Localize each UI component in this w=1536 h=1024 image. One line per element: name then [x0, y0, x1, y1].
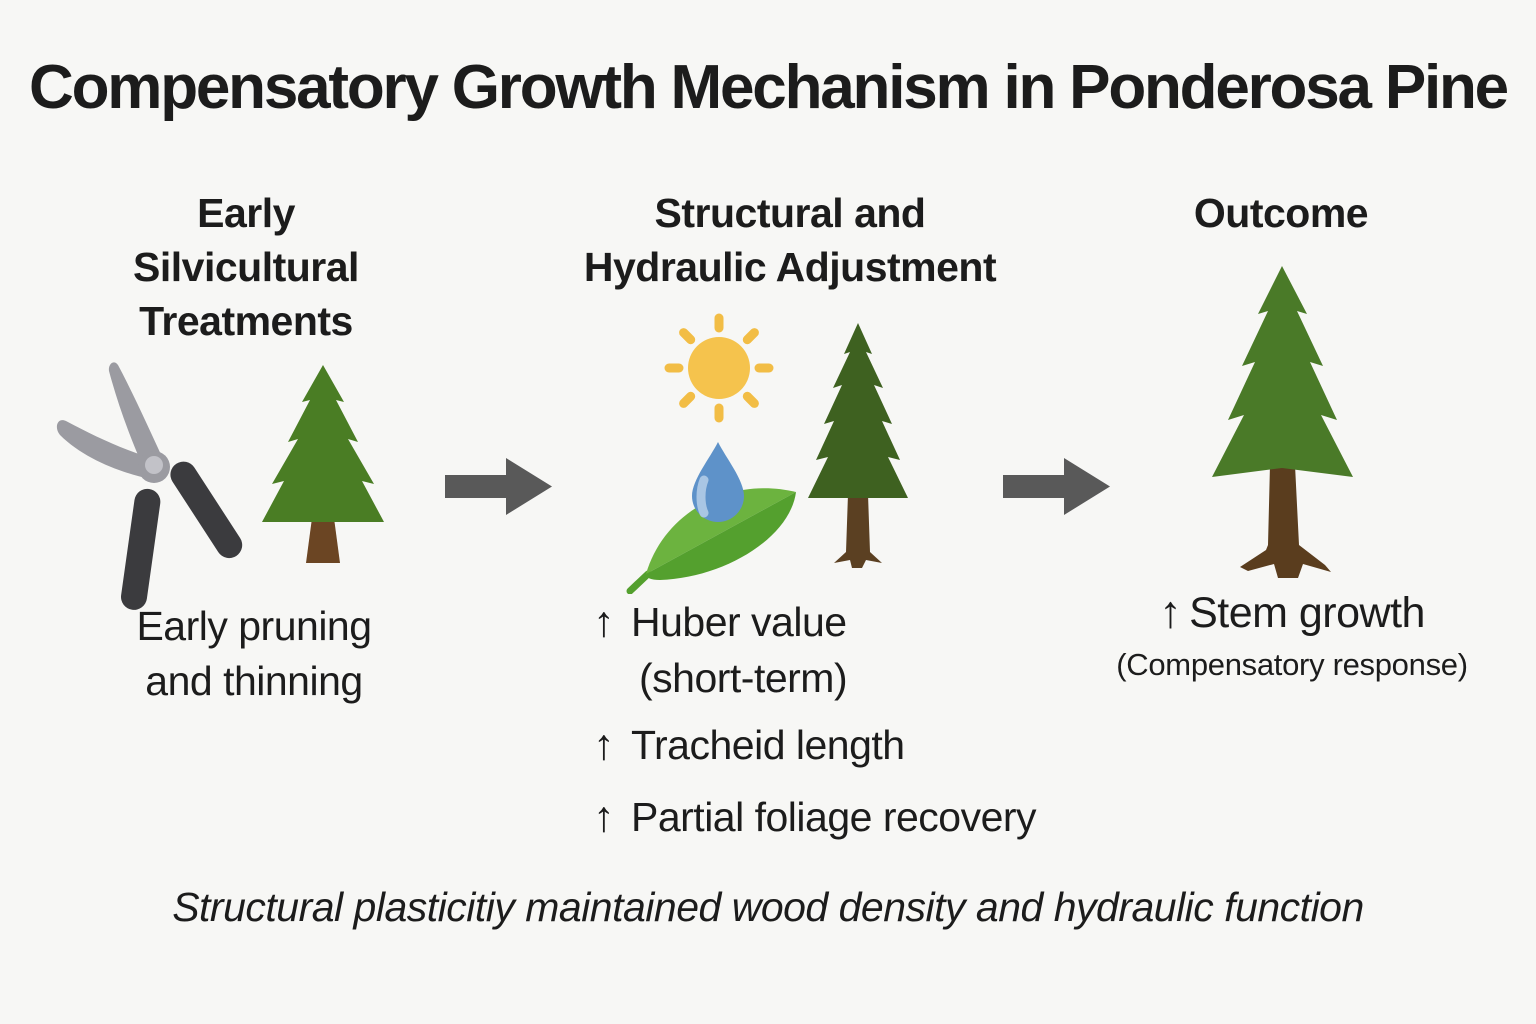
flow-arrow-icon: [445, 458, 552, 515]
header-line: Structural and: [654, 190, 926, 236]
bullet-huber-note: (short-term): [639, 655, 848, 701]
caption-label: Stem growth: [1189, 589, 1425, 637]
column-header-outcome: Outcome: [1131, 186, 1431, 240]
header-line: Early: [197, 190, 295, 236]
header-line: Silvicultural: [133, 244, 359, 290]
column-header-treatments: Early Silvicultural Treatments: [96, 186, 396, 348]
pine-tree-small-icon: [262, 365, 384, 563]
caption-line: and thinning: [145, 658, 363, 704]
up-arrow-icon: ↑: [593, 793, 615, 841]
up-arrow-icon: ↑: [593, 598, 615, 646]
footnote: Structural plasticitiy maintained wood d…: [172, 884, 1364, 930]
pine-tree-large-icon: [1212, 266, 1353, 578]
page-title: Compensatory Growth Mechanism in Pondero…: [29, 53, 1509, 122]
header-line: Hydraulic Adjustment: [583, 244, 997, 290]
column-header-adjustment: Structural and Hydraulic Adjustment: [540, 186, 1040, 294]
pruning-shears-icon: [56, 362, 243, 610]
bullet-label: Tracheid length: [631, 722, 905, 768]
bullet-tracheid-length: ↑ Tracheid length: [593, 721, 905, 770]
bullet-label: Partial foliage recovery: [631, 794, 1037, 840]
leaf-water-group: [626, 442, 796, 594]
up-arrow-icon: ↑: [593, 721, 615, 769]
pine-tree-medium-icon: [808, 323, 908, 568]
water-drop-icon: [692, 442, 744, 522]
flow-arrow-icon: [1003, 458, 1110, 515]
sun-icon: [664, 313, 774, 423]
stem-growth-line: ↑ Stem growth: [1072, 586, 1512, 638]
leaf-icon: [626, 488, 796, 594]
bullet-label: Huber value: [631, 599, 847, 645]
header-line: Outcome: [1193, 190, 1369, 236]
header-line: Treatments: [139, 298, 353, 344]
caption-line: Early pruning: [136, 603, 372, 649]
bullet-foliage-recovery: ↑ Partial foliage recovery: [593, 793, 1037, 842]
caption-outcome: ↑ Stem growth (Compensatory response): [1072, 586, 1512, 683]
caption-treatments: Early pruning and thinning: [79, 599, 429, 709]
up-arrow-icon: ↑: [1159, 586, 1182, 637]
caption-note: (Compensatory response): [1116, 647, 1468, 682]
bullet-huber-value: ↑ Huber value: [593, 598, 847, 647]
